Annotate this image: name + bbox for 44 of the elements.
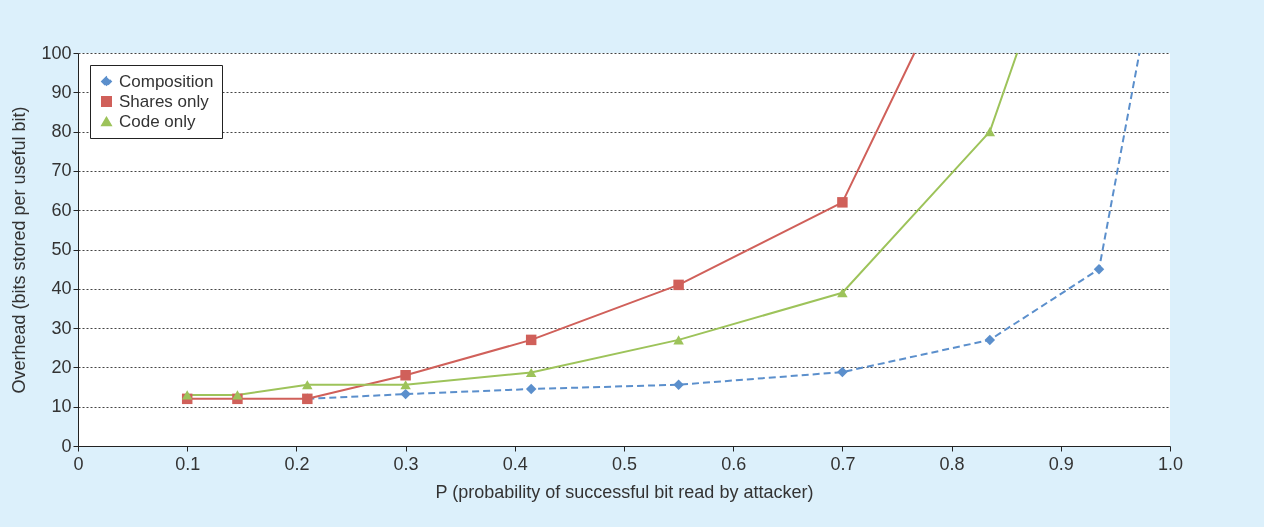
point: [837, 366, 848, 378]
y-tick-label: 40: [51, 278, 72, 299]
x-tick-label: 0.6: [721, 453, 747, 474]
y-tick-label: 0: [61, 435, 72, 456]
point: [400, 380, 411, 390]
y-tick-label: 50: [51, 239, 72, 259]
y-tick-label: 60: [51, 199, 72, 220]
point: [673, 279, 684, 291]
x-tick-label: 0.2: [284, 453, 310, 474]
y-tick-label: 30: [51, 317, 72, 338]
y-tick-label: 70: [51, 160, 72, 181]
y-tick-label: 20: [51, 356, 72, 377]
point: [984, 334, 996, 346]
x-tick-label: 0.7: [830, 453, 856, 474]
y-tick-label: 100: [41, 42, 72, 63]
point: [673, 379, 684, 390]
y-axis-title: Overhead (bits stored per useful bit): [9, 106, 30, 394]
y-tick-label: 90: [51, 81, 72, 102]
point: [400, 370, 411, 381]
x-tick-label: 0.4: [502, 453, 528, 474]
point: [525, 334, 537, 346]
x-tick-label: 1.0: [1157, 453, 1184, 474]
point: [984, 127, 996, 137]
point: [302, 380, 313, 390]
legend-label: Composition: [119, 71, 214, 91]
legend-label: Shares only: [119, 91, 210, 111]
point: [673, 335, 684, 345]
point: [181, 390, 193, 400]
y-tick-label: 10: [51, 396, 72, 417]
point: [232, 390, 243, 400]
point: [837, 288, 848, 298]
x-tick-label: 0.8: [939, 453, 965, 474]
legend-label: Code only: [119, 111, 197, 131]
point: [525, 383, 537, 395]
point: [837, 197, 848, 208]
x-tick-label: 0.9: [1048, 453, 1074, 474]
x-tick-label: 0.3: [393, 453, 419, 474]
point: [400, 388, 411, 400]
x-tick-label: 0.5: [611, 453, 638, 474]
x-axis-title: P (probability of successful bit read by attacker): [435, 481, 814, 502]
point: [525, 367, 537, 378]
point: [1093, 263, 1105, 275]
x-tick-label: 0.1: [175, 453, 201, 474]
y-tick-label: 80: [51, 121, 72, 142]
